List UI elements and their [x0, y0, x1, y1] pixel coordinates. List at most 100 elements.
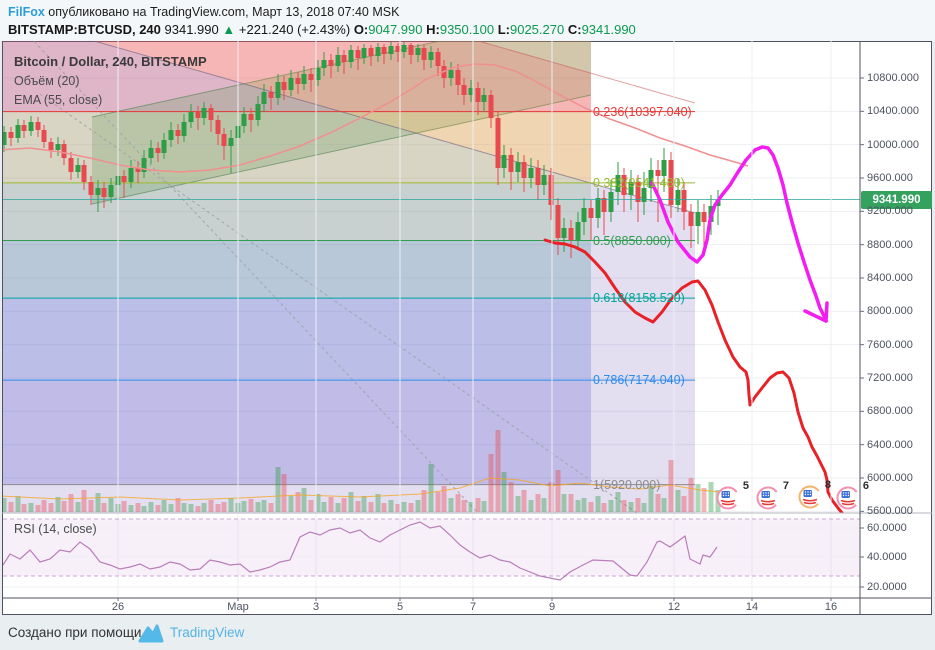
candle	[488, 95, 494, 118]
time-tick-label[interactable]: 3	[312, 601, 320, 613]
main-pane[interactable]	[0, 0, 860, 518]
candle	[641, 188, 647, 202]
volume-bar	[675, 490, 681, 512]
candle	[141, 158, 147, 172]
candle	[455, 70, 461, 85]
candle	[481, 95, 487, 102]
candle	[575, 222, 581, 240]
fib-level-label[interactable]: 0.236(10397.040)	[593, 104, 692, 119]
fib-level-label[interactable]: 0.382(9541.480)	[593, 175, 685, 190]
idea-flag-badge[interactable]: 7	[755, 480, 789, 511]
candle	[128, 168, 134, 182]
symbol-info: BITSTAMP:BTCUSD, 240 9341.990 ▲ +221.240…	[8, 22, 636, 37]
footer-bar: Создано при помощи TradingView	[0, 617, 935, 650]
price-change: +221.240 (+2.43%)	[238, 22, 351, 37]
flag-icon	[716, 486, 740, 510]
dashed-trendline[interactable]	[39, 93, 638, 513]
candle	[621, 175, 627, 195]
volume-bar	[695, 484, 701, 512]
dashed-trendline[interactable]	[30, 37, 479, 513]
flag-icon	[798, 485, 822, 509]
volume-bar	[481, 501, 487, 512]
price-tick-label[interactable]: 6400.000	[867, 438, 913, 451]
candle	[75, 165, 81, 172]
volume-bar	[155, 505, 161, 512]
candle	[475, 88, 481, 102]
time-tick-label[interactable]: 26	[111, 601, 125, 613]
fib-level-label[interactable]: 0.618(8158.520)	[593, 291, 685, 306]
rsi-tick-label[interactable]: 60.0000	[867, 522, 907, 534]
volume-bar	[475, 498, 481, 512]
candle	[328, 60, 334, 66]
price-tick-label[interactable]: 8800.000	[867, 238, 913, 251]
volume-bar	[575, 500, 581, 512]
ema-line	[3, 63, 749, 173]
low-label: L:	[497, 22, 510, 37]
author-name[interactable]: FilFox	[8, 5, 45, 19]
price-tick-label[interactable]: 8000.000	[867, 305, 913, 318]
candle	[135, 168, 141, 172]
fib-level-label[interactable]: 0.786(7174.040)	[593, 373, 685, 388]
candle	[241, 114, 247, 126]
candle	[175, 130, 181, 136]
time-tick-label[interactable]: 5	[396, 601, 404, 613]
candle	[321, 60, 327, 68]
candle	[688, 212, 694, 226]
volume-bar	[528, 500, 534, 512]
red-forecast-drawing[interactable]	[543, 238, 847, 518]
descending-trendline[interactable]	[0, 14, 696, 214]
candle	[501, 155, 507, 168]
idea-flag-badge[interactable]: 8	[797, 479, 831, 510]
volume-bar	[701, 488, 707, 512]
price-tick-label[interactable]: 5600.000	[867, 505, 913, 518]
volume-bar	[135, 503, 141, 512]
volume-bar	[621, 500, 627, 512]
idea-flag-badge[interactable]: 6	[835, 480, 869, 511]
price-tick-label[interactable]: 9200.000	[867, 205, 913, 218]
volume-bar	[3, 498, 7, 512]
high-label: H:	[426, 22, 440, 37]
price-tick-label[interactable]: 9600.000	[867, 172, 913, 184]
candle	[221, 134, 227, 146]
time-tick-label[interactable]: 9	[548, 601, 556, 613]
green-channel[interactable]	[92, 8, 591, 204]
volume-bar	[55, 497, 61, 512]
tradingview-link[interactable]: TradingView	[170, 625, 245, 640]
price-tick-label[interactable]: 7600.000	[867, 338, 913, 351]
fib-level-label[interactable]: 0.5(8850.000)	[593, 233, 671, 248]
price-tick-label[interactable]: 7200.000	[867, 372, 913, 384]
time-tick-label[interactable]: 16	[824, 601, 838, 613]
candle	[81, 165, 87, 182]
rsi-tick-label[interactable]: 40.0000	[867, 551, 907, 563]
time-tick-label[interactable]: 7	[469, 601, 477, 613]
magenta-forecast-drawing[interactable]	[650, 145, 828, 323]
volume-bar	[221, 502, 227, 512]
price-tick-label[interactable]: 10400.000	[867, 105, 919, 118]
volume-bar	[381, 503, 387, 512]
volume-bar	[588, 502, 594, 512]
fib-band	[3, 380, 591, 485]
highlight-region[interactable]	[0, 14, 695, 513]
price-tick-label[interactable]: 6000.000	[867, 472, 913, 484]
candle	[508, 155, 514, 172]
price-tick-label[interactable]: 10000.000	[867, 138, 919, 151]
candle	[561, 228, 567, 238]
idea-flag-badge[interactable]: 5	[715, 480, 749, 511]
candle	[195, 112, 201, 118]
price-tick-label[interactable]: 6800.000	[867, 405, 913, 418]
time-tick-label[interactable]: 14	[745, 601, 759, 613]
fib-level-label[interactable]: 1(5920.000)	[593, 477, 661, 492]
volume-bar	[488, 454, 494, 512]
time-tick-label[interactable]: Мар	[227, 601, 249, 613]
volume-bar	[108, 498, 114, 512]
volume-bar	[128, 505, 134, 512]
rsi-pane[interactable]	[3, 518, 860, 588]
price-tick-label[interactable]: 10800.000	[867, 72, 919, 84]
price-tick-label[interactable]: 8400.000	[867, 272, 913, 284]
rsi-tick-label[interactable]: 20.0000	[867, 581, 907, 593]
time-tick-label[interactable]: 12	[667, 601, 681, 613]
idea-count: 6	[862, 480, 869, 492]
candle	[568, 228, 574, 240]
candle	[28, 122, 34, 131]
